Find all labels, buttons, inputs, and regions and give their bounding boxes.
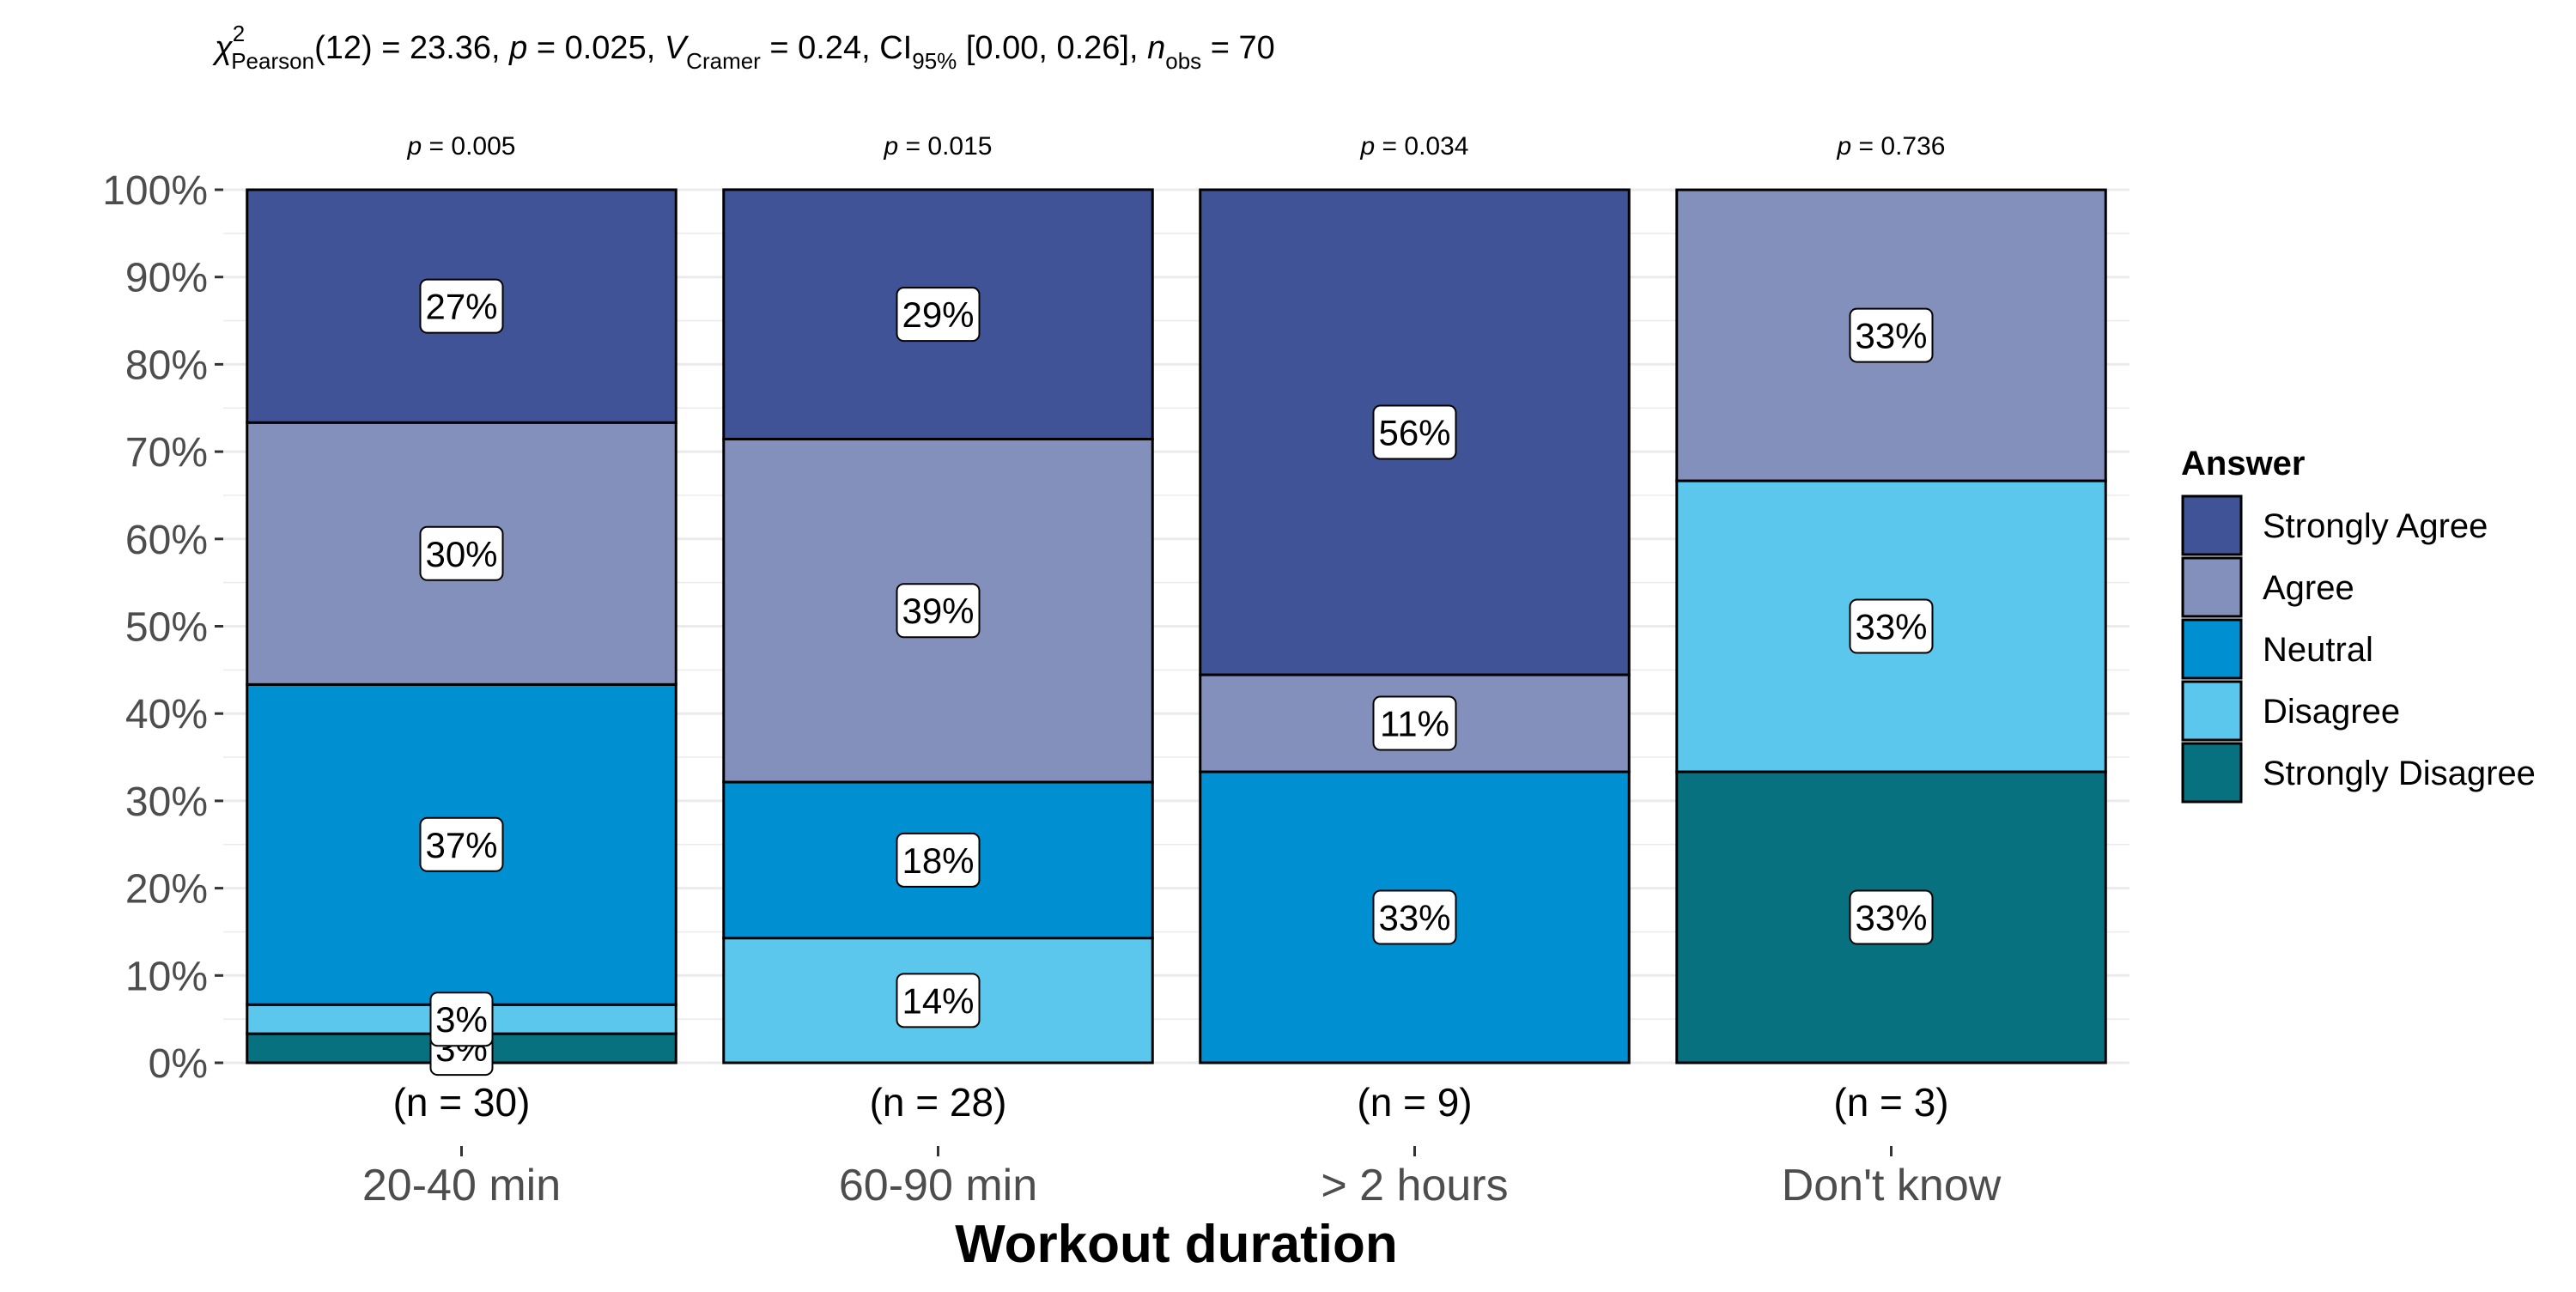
- y-tick-label: 90%: [125, 256, 208, 301]
- y-tick-label: 10%: [125, 954, 208, 999]
- y-tick-label: 80%: [125, 343, 208, 388]
- subtitle-part1: (12) = 23.36,: [314, 30, 509, 66]
- segment-label-box: [896, 287, 981, 343]
- segment-label: 33%: [1855, 607, 1927, 647]
- subtitle-chi-sub: Pearson: [231, 48, 314, 74]
- segment-label: 18%: [902, 840, 974, 881]
- segment-labels: 3%3%37%30%27%14%18%39%29%33%11%56%33%33%…: [419, 278, 1934, 1077]
- subtitle-n: n: [1147, 30, 1165, 66]
- bars-group: [246, 188, 2107, 1065]
- subtitle-part3: = 0.24, CI: [761, 30, 912, 66]
- y-axis: 0% 10% 20% 30% 40% 50% 60% 70% 80% 90% 100%: [102, 168, 223, 1087]
- segment-label-box: [1849, 889, 1934, 945]
- legend-label: Disagree: [2263, 693, 2400, 731]
- segment-label: 33%: [1378, 898, 1450, 938]
- segment-label-box: [1372, 404, 1457, 460]
- count-label: (n = 9): [1357, 1080, 1472, 1125]
- p-value-symbol: p: [407, 132, 429, 161]
- subtitle-ci-sub: 95%: [912, 48, 957, 74]
- segment-label: 37%: [425, 825, 497, 865]
- legend: Answer Strongly Agree Agree Neutral Disagree…: [2181, 445, 2536, 804]
- segment-label: 29%: [902, 294, 974, 335]
- y-tick-label: 100%: [102, 168, 208, 214]
- subtitle-v-sub: Cramer: [686, 48, 761, 74]
- segment-label: 30%: [425, 534, 497, 574]
- legend-swatch: [2181, 680, 2243, 742]
- segment-label-box: [1372, 695, 1457, 751]
- x-tick-label: > 2 hours: [1321, 1161, 1508, 1210]
- x-axis: p = 0.005 (n = 30) 20-40 min p = 0.015 (n = …: [362, 132, 2002, 1210]
- legend-label: Strongly Agree: [2263, 507, 2488, 545]
- p-value-label: p = 0.736: [1837, 132, 1946, 161]
- p-value-label: p = 0.015: [884, 132, 993, 161]
- subtitle-chi: χ: [212, 30, 234, 66]
- segment-label-box: [1372, 889, 1457, 945]
- chart-subtitle: χ2 Pearson(12) = 23.36, p = 0.025, VCrame…: [212, 21, 1275, 74]
- x-tick-label: 20-40 min: [362, 1161, 561, 1210]
- legend-title: Answer: [2181, 445, 2306, 482]
- segment-label-box: [419, 816, 504, 872]
- count-label: (n = 3): [1833, 1080, 1948, 1125]
- legend-swatch: [2181, 556, 2243, 618]
- legend-label: Neutral: [2263, 631, 2373, 669]
- segment-label: 11%: [1380, 704, 1449, 744]
- segment-label-box: [1849, 598, 1934, 654]
- subtitle-n-sub: obs: [1165, 48, 1201, 74]
- segment-label-box: [1849, 307, 1934, 363]
- p-value-number: = 0.736: [1859, 132, 1946, 161]
- legend-label: Agree: [2263, 569, 2354, 607]
- subtitle-part5: = 70: [1201, 30, 1275, 66]
- legend-swatch: [2181, 618, 2243, 680]
- legend-swatch: [2181, 742, 2243, 804]
- subtitle-chi-sup: 2: [233, 21, 245, 46]
- segment-label: 56%: [1378, 413, 1450, 453]
- count-label: (n = 30): [393, 1080, 531, 1125]
- p-value-number: = 0.005: [429, 132, 516, 161]
- segment-label-box: [896, 973, 981, 1028]
- legend-label: Strongly Disagree: [2263, 755, 2536, 792]
- y-tick-label: 30%: [125, 779, 208, 825]
- p-value-label: p = 0.034: [1360, 132, 1469, 161]
- segment-label-box: [429, 992, 494, 1047]
- p-value-number: = 0.015: [906, 132, 993, 161]
- y-tick-label: 20%: [125, 867, 208, 913]
- subtitle-p: p: [508, 30, 527, 66]
- p-value-symbol: p: [884, 132, 906, 161]
- segment-label: 39%: [902, 591, 974, 631]
- p-value-number: = 0.034: [1382, 132, 1469, 161]
- segment-label: 3%: [435, 999, 488, 1040]
- segment-label: 33%: [1855, 898, 1927, 938]
- count-label: (n = 28): [870, 1080, 1007, 1125]
- y-tick-label: 70%: [125, 430, 208, 476]
- p-value-label: p = 0.005: [407, 132, 516, 161]
- segment-label-box: [419, 525, 504, 581]
- legend-swatch: [2181, 494, 2243, 556]
- x-tick-label: Don't know: [1782, 1161, 2002, 1210]
- y-tick-label: 40%: [125, 692, 208, 737]
- p-value-symbol: p: [1360, 132, 1382, 161]
- subtitle-v: V: [665, 30, 690, 66]
- segment-label: 14%: [902, 980, 974, 1021]
- segment-label-box: [896, 583, 981, 639]
- segment-label: 33%: [1855, 316, 1927, 356]
- y-tick-label: 50%: [125, 605, 208, 651]
- y-tick-label: 0%: [149, 1041, 208, 1087]
- p-value-symbol: p: [1837, 132, 1859, 161]
- y-tick-label: 60%: [125, 518, 208, 563]
- x-tick-label: 60-90 min: [839, 1161, 1037, 1210]
- x-axis-title: Workout duration: [955, 1215, 1397, 1274]
- segment-label: 27%: [425, 287, 497, 327]
- segment-label-box: [896, 832, 981, 888]
- subtitle-part2: = 0.025,: [527, 30, 665, 66]
- subtitle-part4: [0.00, 0.26],: [957, 30, 1147, 66]
- segment-label-box: [419, 278, 504, 334]
